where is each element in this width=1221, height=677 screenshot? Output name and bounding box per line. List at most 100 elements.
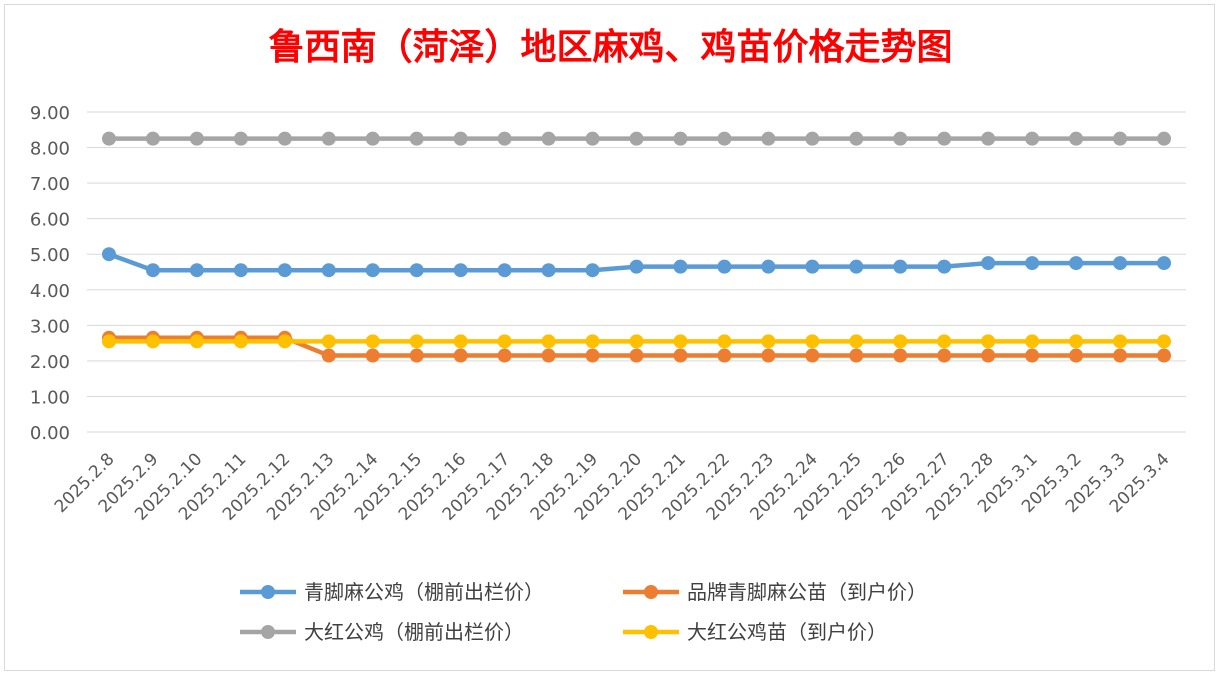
data-point [1157, 131, 1172, 146]
series-2 [101, 131, 1172, 146]
data-point [1113, 348, 1128, 363]
data-point [673, 334, 688, 349]
data-point [497, 263, 512, 278]
data-point [453, 334, 468, 349]
data-point [277, 263, 292, 278]
legend: 青脚麻公鸡（棚前出栏价） 品牌青脚麻公苗（到户价） 大红公鸡（棚前出栏价） 大红公鸡苗… [240, 580, 927, 644]
data-point [981, 348, 996, 363]
y-axis-ticks: 0.00 1.00 2.00 3.00 4.00 5.00 6.00 7.00 8.00 9.00 [30, 103, 70, 444]
data-point [145, 334, 160, 349]
legend-label: 青脚麻公鸡（棚前出栏价） [304, 580, 544, 604]
y-tick-label: 2.00 [30, 352, 70, 373]
data-point [145, 263, 160, 278]
data-point [365, 131, 380, 146]
legend-swatch-marker [261, 585, 275, 599]
data-point [365, 334, 380, 349]
legend-label: 大红公鸡（棚前出栏价） [304, 620, 524, 644]
data-point [541, 263, 556, 278]
data-point [277, 334, 292, 349]
y-tick-label: 5.00 [30, 245, 70, 266]
data-point [1069, 256, 1084, 271]
data-point [365, 263, 380, 278]
data-point [453, 348, 468, 363]
legend-swatch-marker [644, 585, 658, 599]
data-point [101, 247, 116, 262]
data-point [321, 131, 336, 146]
data-point [893, 131, 908, 146]
y-tick-label: 1.00 [30, 387, 70, 408]
data-point [1025, 348, 1040, 363]
data-point [981, 131, 996, 146]
data-point [101, 131, 116, 146]
data-point [541, 334, 556, 349]
y-tick-label: 8.00 [30, 139, 70, 160]
data-point [541, 348, 556, 363]
y-tick-label: 4.00 [30, 281, 70, 302]
legend-item: 青脚麻公鸡（棚前出栏价） [240, 580, 544, 604]
data-point [805, 348, 820, 363]
data-point [409, 348, 424, 363]
data-point [1069, 348, 1084, 363]
data-point [585, 348, 600, 363]
legend-item: 品牌青脚麻公苗（到户价） [623, 580, 927, 604]
data-point [937, 334, 952, 349]
data-point [805, 334, 820, 349]
data-point [1157, 334, 1172, 349]
data-point [805, 259, 820, 274]
data-point [849, 348, 864, 363]
data-point [321, 334, 336, 349]
data-point [497, 348, 512, 363]
data-point [981, 334, 996, 349]
data-point [585, 131, 600, 146]
data-point [409, 263, 424, 278]
legend-label: 大红公鸡苗（到户价） [687, 620, 887, 644]
data-point [233, 263, 248, 278]
data-point [497, 334, 512, 349]
data-point [1025, 256, 1040, 271]
data-point [805, 131, 820, 146]
data-point [717, 334, 732, 349]
y-tick-label: 9.00 [30, 103, 70, 124]
data-point [673, 348, 688, 363]
data-point [673, 131, 688, 146]
data-point [1069, 131, 1084, 146]
legend-label: 品牌青脚麻公苗（到户价） [687, 580, 927, 604]
data-point [321, 348, 336, 363]
data-point [893, 259, 908, 274]
data-point [233, 131, 248, 146]
data-point [1157, 256, 1172, 271]
data-point [1025, 131, 1040, 146]
y-tick-label: 7.00 [30, 174, 70, 195]
data-point [1069, 334, 1084, 349]
data-point [541, 131, 556, 146]
data-point [453, 263, 468, 278]
data-point [717, 348, 732, 363]
data-point [365, 348, 380, 363]
legend-item: 大红公鸡（棚前出栏价） [240, 620, 524, 644]
data-point [409, 131, 424, 146]
data-point [629, 334, 644, 349]
data-point [189, 334, 204, 349]
data-point [937, 348, 952, 363]
y-tick-label: 6.00 [30, 210, 70, 231]
series-0 [101, 247, 1172, 278]
data-point [1157, 348, 1172, 363]
data-point [629, 348, 644, 363]
data-point [893, 348, 908, 363]
data-point [849, 334, 864, 349]
data-point [673, 259, 688, 274]
legend-swatch-marker [261, 625, 275, 639]
data-point [233, 334, 248, 349]
data-point [189, 131, 204, 146]
legend-swatch-marker [644, 625, 658, 639]
chart-title: 鲁西南（菏泽）地区麻鸡、鸡苗价格走势图 [268, 26, 953, 68]
data-point [937, 259, 952, 274]
data-point [585, 334, 600, 349]
data-point [189, 263, 204, 278]
series-3 [101, 334, 1172, 349]
data-point [101, 334, 116, 349]
data-point [849, 259, 864, 274]
legend-item: 大红公鸡苗（到户价） [623, 620, 887, 644]
y-tick-label: 3.00 [30, 316, 70, 337]
